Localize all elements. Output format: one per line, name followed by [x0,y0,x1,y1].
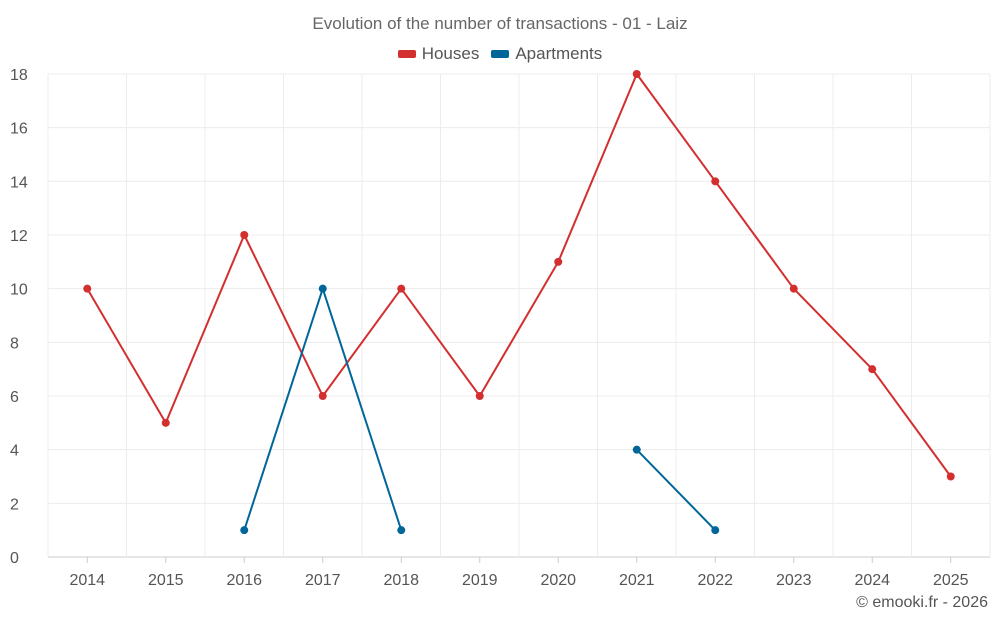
data-point-apartments-2016 [240,526,249,535]
data-point-houses-2017 [318,392,327,400]
legend-label-apartments: Apartments [515,44,603,63]
x-tick-label-2022: 2022 [697,572,733,589]
x-tick-label-2023: 2023 [776,572,812,589]
credit: © emooki.fr - 2026 [856,594,988,611]
x-tick-label-2021: 2021 [619,572,655,589]
x-tick-label-2016: 2016 [226,572,262,589]
series-line-apartments-1 [636,448,716,531]
data-point-houses-2014 [83,284,92,293]
legend-swatch-houses [397,50,416,58]
x-tick-label-2018: 2018 [383,572,419,589]
data-point-houses-2016 [240,231,249,239]
data-point-apartments-2018 [397,526,406,535]
y-tick-label-0: 0 [10,550,19,567]
y-tick-label-14: 14 [10,174,28,191]
x-tick-label-2020: 2020 [540,572,576,589]
legend-item-houses[interactable]: Houses [397,44,480,64]
legend-label-houses: Houses [421,44,480,63]
data-point-houses-2021 [632,70,641,78]
y-tick-label-4: 4 [10,443,19,460]
data-point-houses-2024 [868,365,877,374]
y-tick-label-16: 16 [10,121,28,138]
y-tick-label-8: 8 [10,335,19,352]
data-point-houses-2025 [946,472,955,481]
y-tick-label-2: 2 [10,496,19,513]
data-point-houses-2018 [397,284,406,293]
data-point-houses-2023 [789,284,798,293]
x-tick-label-2015: 2015 [148,572,184,589]
y-tick-label-6: 6 [10,389,19,406]
legend: Houses Apartments [0,44,1000,64]
series-line-houses-0 [86,73,952,478]
y-tick-label-10: 10 [10,282,28,299]
data-point-apartments-2022 [711,526,720,535]
data-point-houses-2022 [711,177,720,186]
y-tick-label-12: 12 [10,228,28,245]
x-tick-label-2017: 2017 [305,572,341,589]
legend-item-apartments[interactable]: Apartments [491,44,602,64]
y-tick-label-18: 18 [10,67,28,84]
legend-swatch-apartments [491,50,510,58]
x-tick-label-2024: 2024 [854,572,890,589]
data-point-houses-2015 [161,418,170,427]
x-tick-label-2014: 2014 [69,572,105,589]
chart-title: Evolution of the number of transactions … [312,14,688,33]
series-line-apartments-0 [243,287,403,531]
data-point-apartments-2017 [318,284,327,293]
data-point-houses-2019 [475,392,484,400]
data-point-apartments-2021 [632,445,641,454]
data-point-houses-2020 [554,257,563,266]
x-tick-label-2019: 2019 [462,572,498,589]
x-tick-label-2025: 2025 [933,572,969,589]
